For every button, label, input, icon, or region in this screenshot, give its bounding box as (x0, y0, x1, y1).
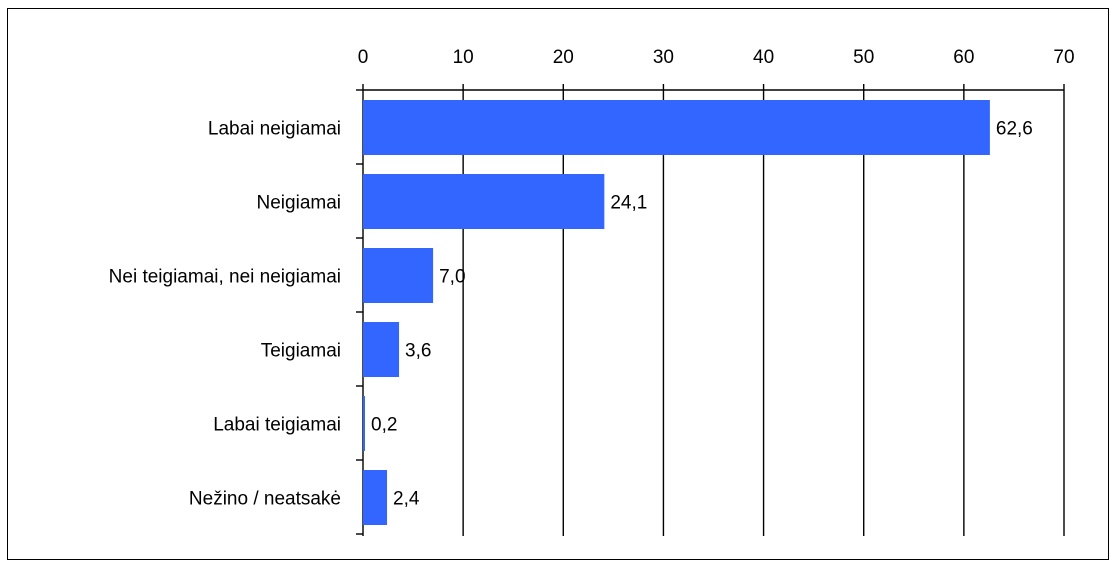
data-label: 24,1 (610, 193, 647, 214)
x-tick-label: 70 (1053, 47, 1074, 68)
bar (363, 248, 434, 303)
data-label: 7,0 (439, 267, 465, 288)
x-tick-label: 30 (653, 47, 674, 68)
category-label: Neigiamai (257, 193, 341, 214)
x-tick-label: 50 (853, 47, 874, 68)
x-tick-label: 20 (553, 47, 574, 68)
bar (363, 470, 388, 525)
bar (363, 322, 400, 377)
category-label: Labai teigiamai (213, 415, 341, 436)
data-label: 3,6 (405, 341, 431, 362)
category-label: Nežino / neatsakė (189, 489, 341, 510)
x-tick-label: 40 (753, 47, 774, 68)
category-label: Nei teigiamai, nei neigiamai (109, 267, 341, 288)
data-label: 0,2 (371, 415, 397, 436)
data-label: 62,6 (996, 119, 1033, 140)
x-tick-label: 0 (358, 47, 369, 68)
bar (363, 396, 366, 451)
category-label: Labai neigiamai (208, 119, 341, 140)
x-tick-label: 60 (953, 47, 974, 68)
bar-chart: 0 10 20 30 40 50 60 70 Labai neigiamai 62,6 Neigia… (109, 47, 1075, 536)
bar (363, 174, 605, 229)
chart-frame: 0 10 20 30 40 50 60 70 Labai neigiamai 62,6 Neigia… (7, 8, 1109, 560)
category-label: Teigiamai (261, 341, 341, 362)
data-label: 2,4 (393, 489, 420, 510)
x-tick-label: 10 (453, 47, 474, 68)
bar (363, 100, 990, 155)
